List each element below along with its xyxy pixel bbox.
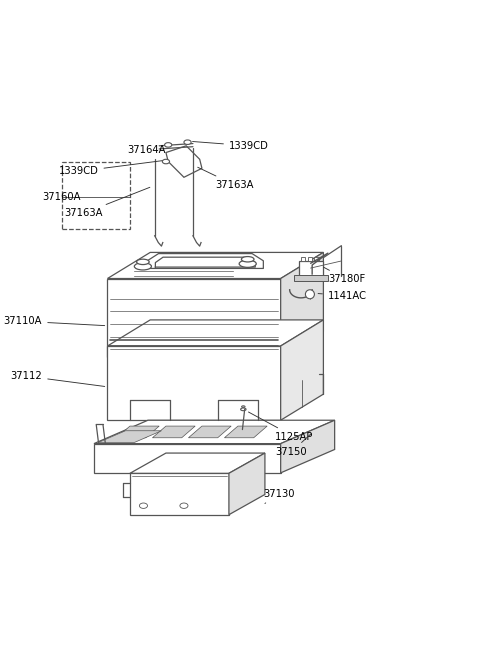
Polygon shape — [108, 279, 281, 358]
Polygon shape — [229, 453, 265, 515]
Polygon shape — [314, 257, 319, 262]
Ellipse shape — [139, 503, 147, 508]
Text: 1339CD: 1339CD — [59, 161, 163, 176]
Ellipse shape — [184, 140, 191, 144]
Text: 37112: 37112 — [11, 371, 105, 386]
Polygon shape — [130, 474, 229, 515]
Text: 1141AC: 1141AC — [318, 291, 367, 300]
Text: 1125AP: 1125AP — [249, 412, 313, 442]
Polygon shape — [189, 426, 231, 438]
Polygon shape — [108, 346, 281, 420]
Polygon shape — [225, 426, 267, 438]
Text: 37160A: 37160A — [42, 192, 81, 201]
Polygon shape — [117, 426, 159, 438]
Polygon shape — [108, 320, 324, 346]
Ellipse shape — [241, 256, 254, 262]
Polygon shape — [281, 420, 335, 473]
Text: 37164A: 37164A — [128, 144, 171, 155]
Text: 37110A: 37110A — [4, 316, 105, 326]
Polygon shape — [108, 253, 324, 279]
Polygon shape — [166, 146, 202, 177]
Polygon shape — [281, 320, 324, 420]
Polygon shape — [301, 257, 305, 262]
Ellipse shape — [137, 259, 149, 264]
Polygon shape — [308, 257, 312, 262]
Polygon shape — [94, 443, 281, 473]
Polygon shape — [281, 253, 324, 358]
Ellipse shape — [165, 142, 172, 147]
Ellipse shape — [134, 263, 151, 270]
Text: 37163A: 37163A — [198, 167, 254, 190]
Ellipse shape — [241, 406, 245, 407]
Text: 37163A: 37163A — [64, 188, 150, 218]
Polygon shape — [153, 426, 195, 438]
Text: 37130: 37130 — [264, 489, 295, 503]
Ellipse shape — [162, 159, 169, 164]
Text: 1339CD: 1339CD — [192, 141, 269, 151]
Polygon shape — [299, 262, 324, 276]
Text: 37180F: 37180F — [324, 267, 365, 285]
Bar — [62, 161, 130, 229]
Ellipse shape — [239, 260, 256, 268]
Polygon shape — [98, 431, 161, 442]
Text: 37150: 37150 — [275, 434, 311, 457]
Circle shape — [305, 290, 314, 298]
Polygon shape — [94, 420, 335, 443]
Polygon shape — [130, 453, 265, 474]
Ellipse shape — [240, 408, 246, 411]
Polygon shape — [294, 275, 328, 281]
Ellipse shape — [180, 503, 188, 508]
